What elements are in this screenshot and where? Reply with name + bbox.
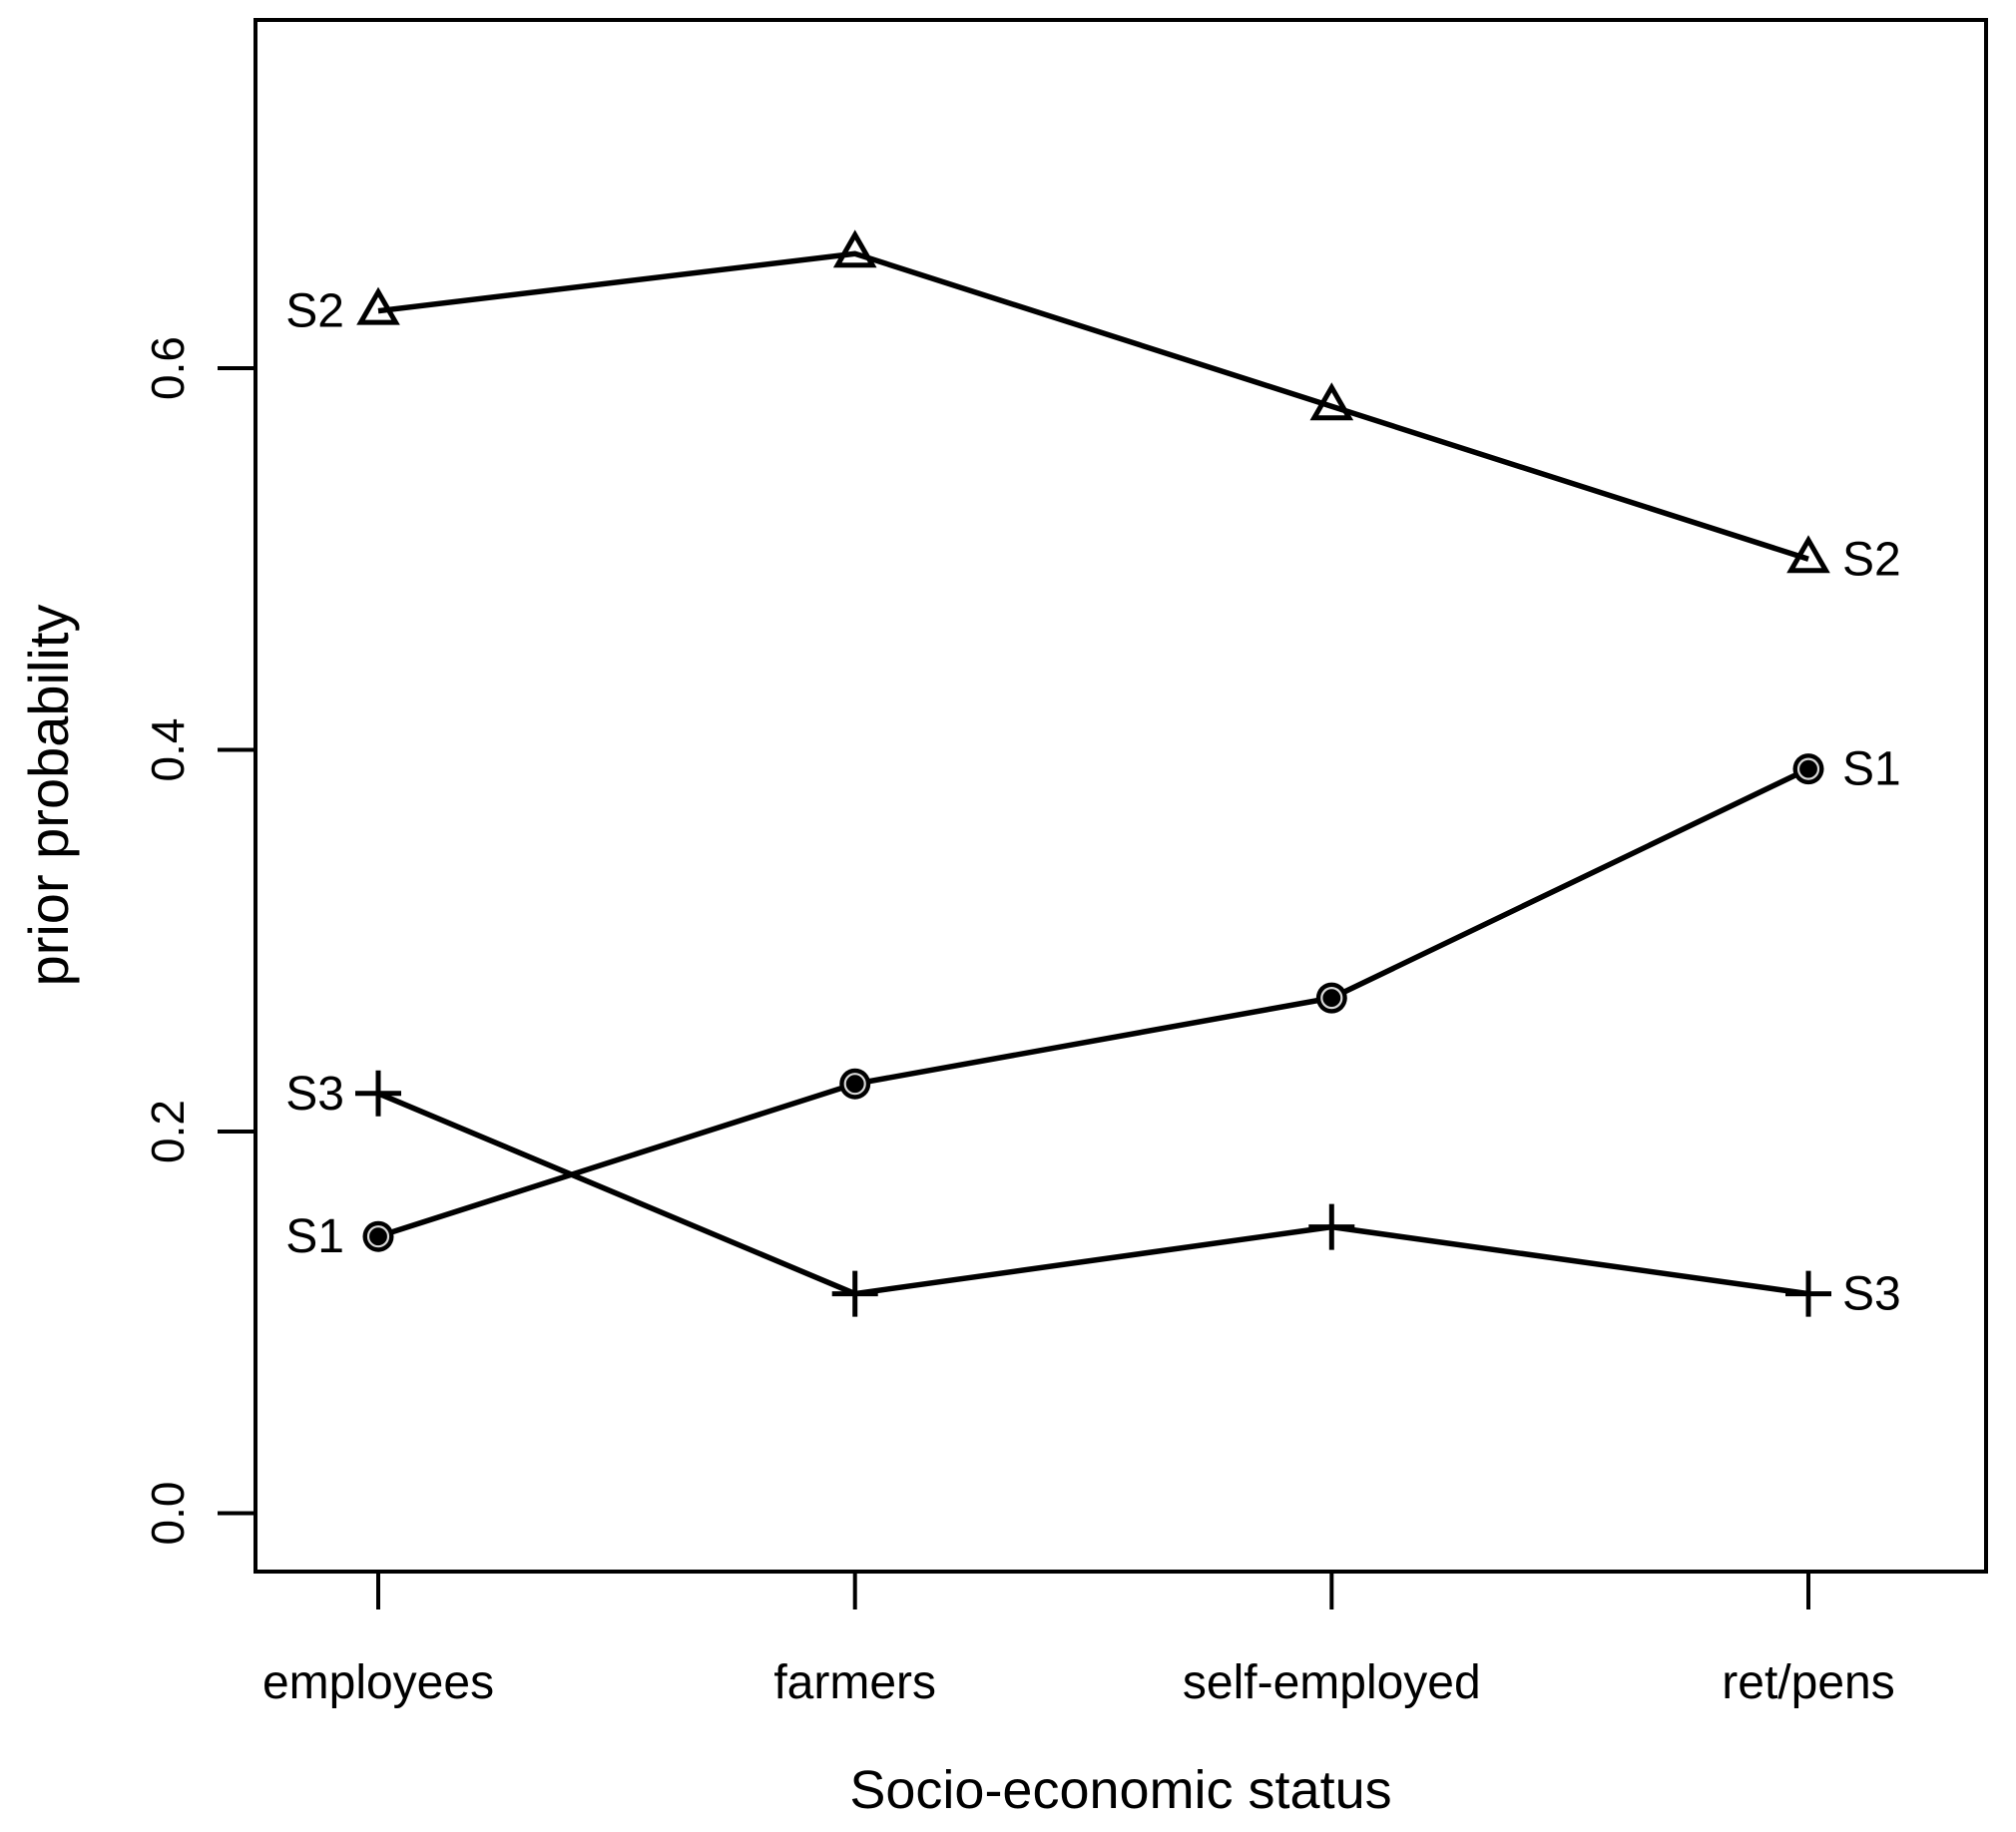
- x-tick-label: self-employed: [1183, 1656, 1481, 1709]
- triangle-marker: [356, 286, 400, 325]
- series-line-S2: [377, 250, 1809, 562]
- series-label-S3: S3: [285, 1068, 344, 1121]
- circle-marker-ring: [843, 1073, 866, 1096]
- x-axis-title: Socio-economic status: [849, 1760, 1391, 1820]
- x-tick-label: ret/pens: [1722, 1656, 1894, 1709]
- circle-marker-ring: [1320, 987, 1343, 1010]
- series-label-S2: S2: [285, 285, 344, 338]
- y-tick-label: 0.0: [142, 1482, 194, 1546]
- triangle-marker: [1309, 382, 1354, 421]
- plot-area: 0.0 0.2 0.4 0.6 employees farmers self-employe…: [142, 18, 1988, 1709]
- triangle-marker: [1786, 535, 1830, 574]
- series-line-S3: [376, 1091, 1809, 1297]
- triangle-marker: [832, 229, 877, 268]
- x-tick-label: farmers: [773, 1656, 936, 1709]
- circle-marker-ring: [1796, 757, 1820, 780]
- series-label-S1: S1: [1842, 743, 1901, 796]
- y-tick-label: 0.4: [142, 718, 194, 782]
- circle-marker-ring: [366, 1225, 390, 1248]
- y-tick-label: 0.6: [142, 336, 194, 400]
- series-line-S1: [377, 766, 1810, 1239]
- y-tick-label: 0.2: [142, 1100, 194, 1163]
- series-label-S2: S2: [1842, 533, 1901, 586]
- x-tick-label: employees: [262, 1656, 494, 1709]
- series-label-S1: S1: [285, 1210, 344, 1263]
- plot-box: [253, 18, 1988, 1574]
- y-axis-title: prior probability: [17, 605, 80, 987]
- series-label-S3: S3: [1842, 1268, 1901, 1321]
